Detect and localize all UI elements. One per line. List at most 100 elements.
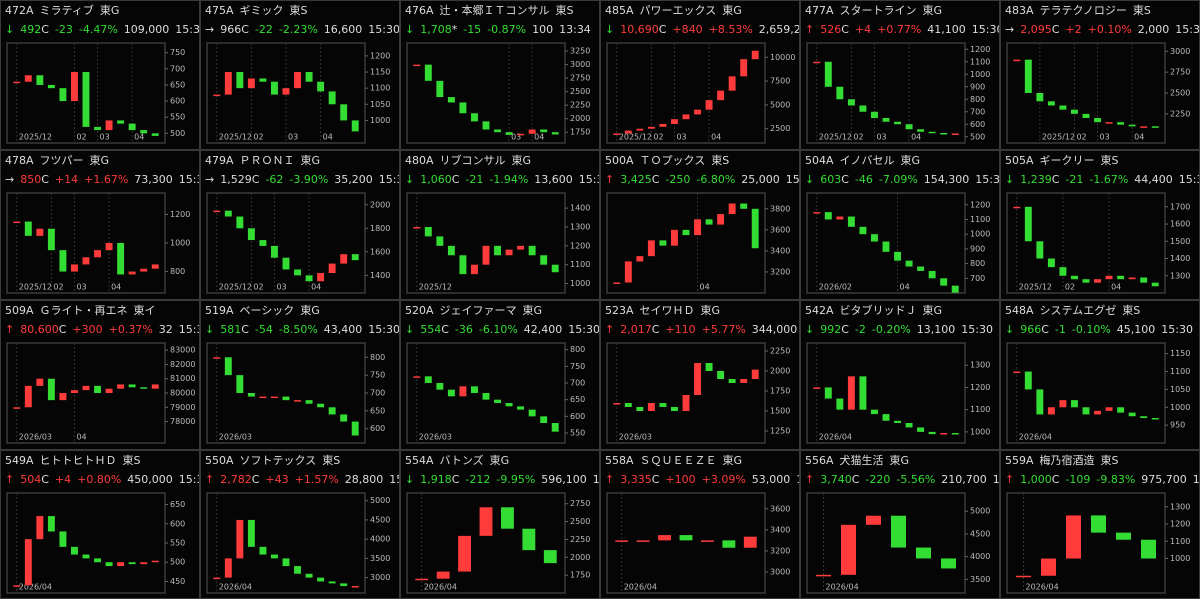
price-chart: 500 550 600 650 700 750 2025/12 02 03 04 <box>6 42 185 144</box>
x-tick-label: 2025/12 <box>219 283 252 292</box>
change-pct: -9.83% <box>1096 473 1136 486</box>
time: 15:30 <box>378 173 399 186</box>
direction-arrow: ↓ <box>205 323 215 336</box>
stock-panel[interactable]: 520A ジェイファーマ 東G ↓ 554C -36 -6.10% 42,400 15:30 55… <box>400 300 600 450</box>
y-tick-label: 3500 <box>370 554 390 563</box>
candle <box>859 226 867 235</box>
candle <box>847 376 855 410</box>
x-tick-label: 04 <box>711 133 721 142</box>
candle <box>294 72 301 89</box>
price: 966 <box>220 23 242 36</box>
price-group: 2,782C <box>220 473 259 486</box>
price-group: 1,918C <box>420 473 459 486</box>
price: 1,708 <box>420 23 452 36</box>
change: -54 <box>254 323 273 336</box>
stock-panel[interactable]: 479A ＰＲＯＮＩ 東G → 1,529C -62 -3.90% 35,200 15:30 14… <box>200 150 400 300</box>
candle <box>1071 109 1078 114</box>
x-tick-label: 2026/03 <box>219 433 252 442</box>
candle <box>482 121 490 130</box>
candle <box>694 363 701 395</box>
y-tick-label: 3200 <box>770 267 790 276</box>
candle <box>751 208 759 249</box>
candle <box>505 132 513 135</box>
y-tick-label: 2000 <box>570 114 590 123</box>
x-tick-label: 2026/03 <box>19 433 52 442</box>
price-group: 581C <box>220 323 249 336</box>
x-tick-label: 2026/04 <box>826 583 859 592</box>
candle <box>151 384 159 389</box>
candle <box>82 385 90 391</box>
stock-panel[interactable]: 548A システムエグゼ 東S ↓ 966C -1 -0.10% 45,100 15:30 950… <box>1000 300 1200 450</box>
plot-frame <box>606 492 766 594</box>
candle <box>82 257 90 265</box>
candle <box>1151 282 1159 287</box>
y-tick-label: 700 <box>570 379 585 388</box>
stock-panel[interactable]: 556A犬猫生活東G↑3,740C-220-5.56%210,70015:303… <box>800 450 1000 599</box>
quote-row: ↓ 492C -23 -4.47% 109,000 15:30 <box>1 20 199 39</box>
y-tick-label: 4000 <box>370 535 390 544</box>
stock-panel[interactable]: 519A ベーシック 東G ↓ 581C -54 -8.50% 43,400 15:30 600 6… <box>200 300 400 450</box>
candle <box>105 120 113 131</box>
price-mark: C <box>1041 323 1049 336</box>
panel-title-row: 478A フツパー 東G <box>1 151 199 170</box>
volume: 210,700 <box>941 473 987 486</box>
price-mark: C <box>841 323 849 336</box>
candle <box>1128 277 1136 280</box>
y-tick-label: 3500 <box>970 575 990 584</box>
x-tick-label: 04 <box>900 283 910 292</box>
change-pct: +0.37% <box>108 323 153 336</box>
stock-panel[interactable]: 549A ヒトトヒトＨＤ 東S ↑ 504C +4 +0.80% 450,000 15:30 45… <box>0 450 200 599</box>
candle <box>1105 275 1113 280</box>
x-tick-label: 2025/12 <box>819 133 852 142</box>
change: +110 <box>665 323 696 336</box>
x-tick-label: 04 <box>76 433 86 442</box>
stock-panel[interactable]: 554Aバトンズ東G↓1,918C-212-9.95%596,10015:301… <box>400 450 600 599</box>
market: 東G <box>722 4 742 17</box>
volume: 25,000 <box>741 173 780 186</box>
price-chart: 1000 1100 1200 1300 2026/04 <box>806 342 990 444</box>
y-tick-label: 800 <box>370 353 385 362</box>
stock-panel[interactable]: 542A ビタブリッドＪ 東G ↓ 992C -2 -0.20% 13,100 15:30 100… <box>800 300 1000 450</box>
stock-panel[interactable]: 476A 辻・本郷ＩＴコンサル 東S ↓ 1,708* -15 -0.87% 100 13:34… <box>400 0 600 150</box>
x-tick-label: 02 <box>653 133 663 142</box>
change-pct: -6.10% <box>478 323 518 336</box>
stock-panel[interactable]: 558A ＳＱＵＥＥＺＥ 東G ↑ 3,335C +100 +3.09% 53,000 15:3… <box>600 450 800 599</box>
candle <box>1140 416 1148 418</box>
candle <box>1059 400 1067 408</box>
candle <box>728 76 736 91</box>
y-tick-label: 2250 <box>1170 109 1190 118</box>
candle <box>317 273 325 282</box>
direction-arrow: ↑ <box>1005 473 1015 486</box>
candle <box>340 414 348 422</box>
panel-title-row: 523A セイワＨＤ 東G <box>601 301 799 320</box>
y-tick-label: 2750 <box>570 499 590 508</box>
y-tick-label: 2500 <box>770 124 790 133</box>
x-tick-label: 2025/12 <box>19 133 52 142</box>
candle <box>916 547 931 559</box>
price: 554 <box>420 323 442 336</box>
candle <box>13 81 21 84</box>
y-tick-label: 2000 <box>570 553 590 562</box>
x-tick-label: 02 <box>53 283 63 292</box>
stock-panel[interactable]: 475A ギミック 東S → 966C -22 -2.23% 16,600 15:30 1000 1… <box>200 0 400 150</box>
candle <box>128 123 136 131</box>
candle <box>847 99 855 106</box>
direction-arrow: ↓ <box>405 23 415 36</box>
stock-name: ジェイファーマ <box>439 304 517 317</box>
stock-panel[interactable]: 523AセイワＨＤ東G↑2,017C+110+5.77%344,00015:30… <box>600 300 800 450</box>
candle <box>882 241 890 252</box>
y-tick-label: 3000 <box>570 60 590 69</box>
candle <box>836 86 844 100</box>
